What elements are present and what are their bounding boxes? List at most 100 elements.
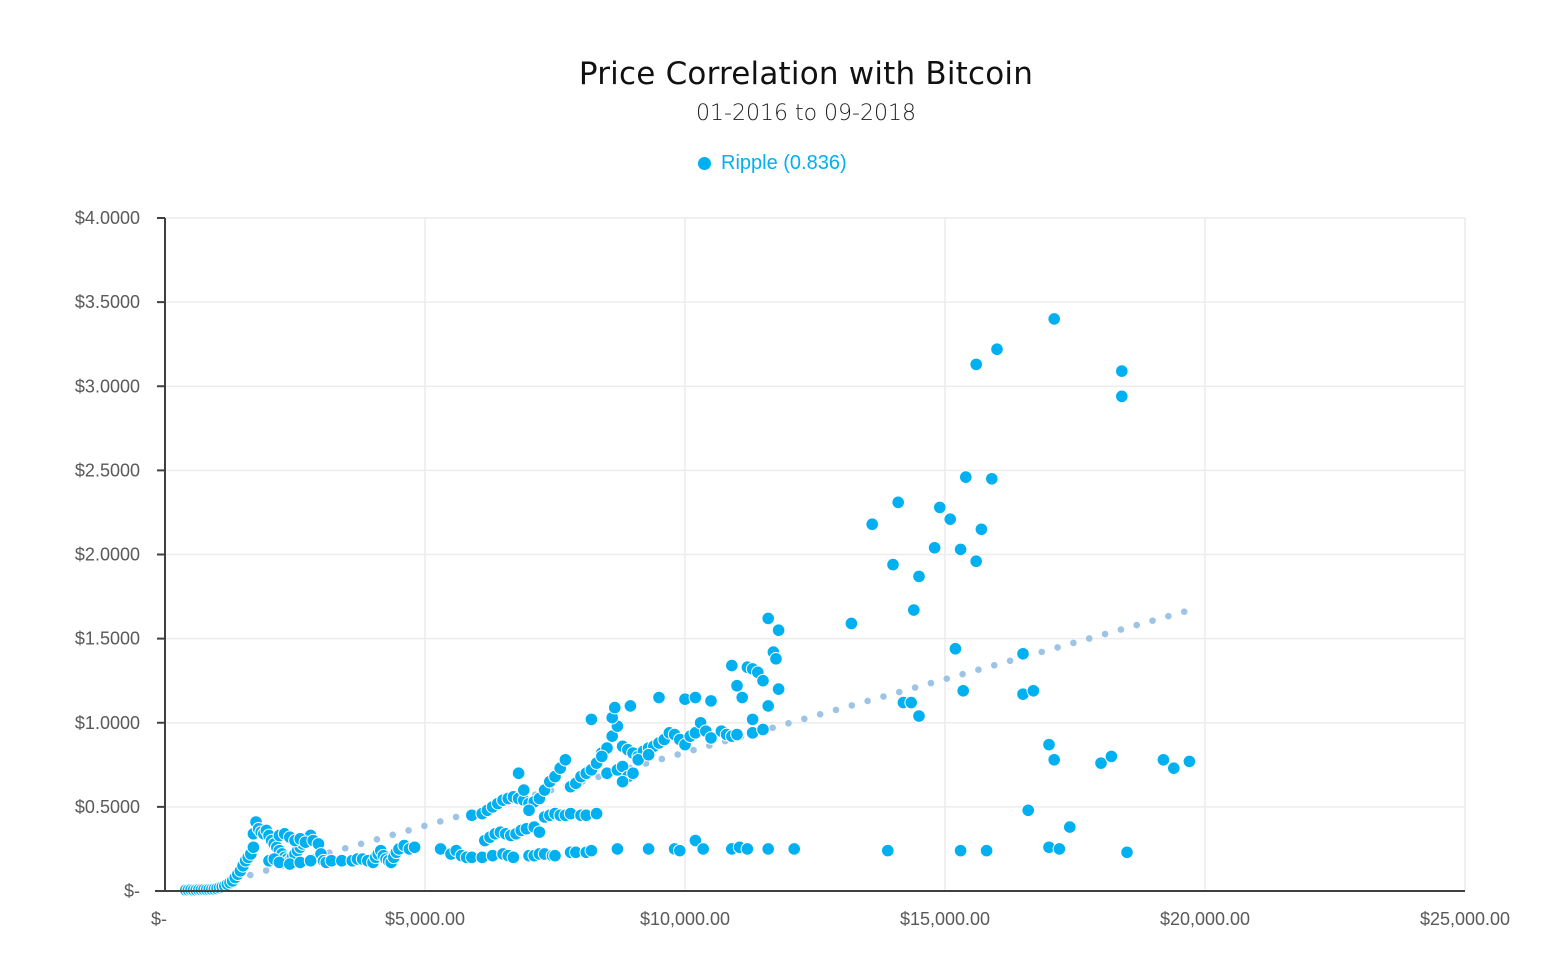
data-point [532,825,547,839]
data-point [688,690,703,705]
legend-label: Ripple (0.836) [721,152,847,174]
x-tick-label: $25,000.00 [1420,909,1510,929]
data-point [1115,389,1129,404]
trendline-dot [421,822,428,830]
trendline-dot [927,679,935,687]
data-point [761,699,776,713]
data-point [730,727,744,742]
data-point [891,495,906,510]
data-point [979,843,994,858]
data-point [1104,749,1119,764]
trendline-dot [246,871,254,879]
data-point [1016,646,1030,661]
x-tick-label: $20,000.00 [1160,909,1250,929]
data-point [1042,737,1056,752]
data-point [844,616,859,631]
trendline-dot [943,675,951,682]
trendline-dot [262,867,270,874]
trendline-dot [1038,648,1046,656]
y-tick-label: $0.5000 [75,797,140,817]
data-point [907,603,921,617]
trendline-dot [1117,626,1125,633]
trendline-dot [690,746,697,754]
data-point [1156,752,1171,767]
data-point [881,843,895,858]
trendline-dot [373,836,381,843]
x-tick-label: $5,000.00 [385,909,465,929]
trendline-dot [1054,644,1061,651]
data-point [912,709,926,723]
data-point [1094,756,1108,770]
data-point [558,752,573,767]
trendline-dot [880,693,887,700]
data-point [511,766,526,781]
data-point [769,652,783,666]
trendline-dot [658,755,666,763]
data-point [771,682,786,696]
grid-lines [165,217,1466,891]
data-point [615,774,630,789]
chart-title: Price Correlation with Bitcoin [578,56,1034,92]
data-point [886,557,900,572]
data-point [1047,312,1061,326]
data-point [673,843,687,858]
y-tick-label: $3.0000 [75,376,140,396]
data-point [948,641,963,656]
data-point [610,842,625,856]
x-tick-label: $- [151,909,167,929]
trendline-dot [801,715,808,723]
data-point [696,842,711,856]
y-tick-label: $1.0000 [75,713,140,733]
data-point [548,848,562,863]
y-tick-label: $- [124,881,140,901]
trendline-dot [436,818,444,825]
data-point [704,731,718,745]
data-point [959,470,973,484]
data-point [608,700,622,715]
trendline-dot [832,706,840,714]
data-point [1063,820,1077,834]
data-point [407,840,422,855]
trendline-dot [990,661,998,669]
trendline-dot [816,711,824,718]
data-point [969,554,984,569]
y-tick-label: $4.0000 [75,208,140,228]
data-point [761,842,776,856]
data-point [904,695,919,710]
data-point [246,840,261,855]
data-point [517,783,531,797]
trendline-dot [1149,617,1156,624]
trendline-dot [452,813,460,821]
trendline-dot [895,688,903,696]
trendline-dot [1085,635,1093,642]
data-point [1115,364,1129,378]
data-point [1052,842,1067,856]
data-point [956,683,971,698]
data-point [953,843,968,858]
chart-subtitle: 01-2016 to 09-2018 [696,101,916,126]
trendline-dot [357,840,365,848]
data-point [1026,683,1041,698]
trendline-dot [389,831,397,839]
trendline-dot [911,684,919,691]
data-point [974,522,989,537]
data-point [927,540,942,555]
data-point [704,694,718,708]
x-axis-ticks: $- $5,000.00 $10,000.00 $15,000.00 $20,000.0… [151,909,1510,929]
data-point [589,806,604,821]
data-point [688,833,703,848]
data-point [506,850,521,865]
trendline-dot [785,719,792,727]
data-point [912,569,926,584]
data-point [761,611,776,626]
data-point [865,517,880,532]
trendline-dot [864,697,871,705]
data-point [771,623,786,638]
data-point [985,471,999,486]
y-tick-label: $2.0000 [75,545,140,565]
x-tick-label: $10,000.00 [640,909,730,929]
data-point [1120,845,1134,860]
data-point [303,853,318,868]
data-point [745,712,760,727]
data-point [584,712,599,727]
